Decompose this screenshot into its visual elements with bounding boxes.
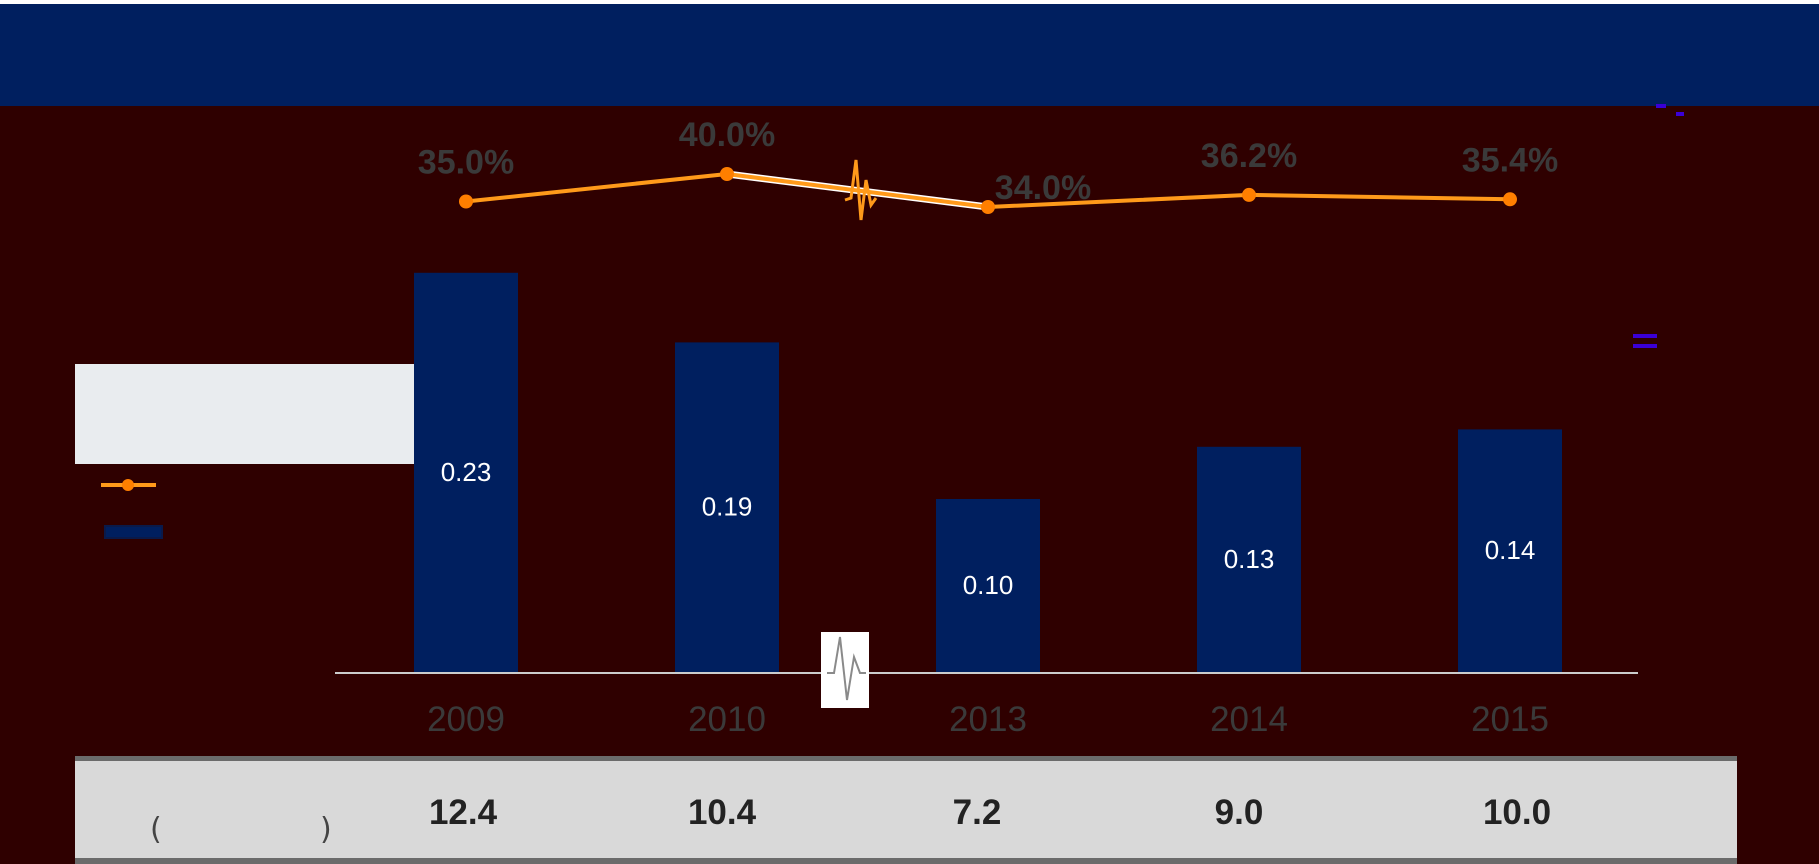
x-tick-label-2010: 2010 xyxy=(688,700,766,739)
table-value-2010: 10.4 xyxy=(688,793,757,832)
legend-glyphs xyxy=(101,479,163,539)
bar-2014 xyxy=(1197,446,1301,673)
table-values-layer: 12.4 10.4 7.2 9.0 10.0 xyxy=(429,793,1551,832)
bar-labels-layer: 0.23 0.19 0.10 0.13 0.14 xyxy=(441,457,1536,600)
table-row-label-open: ( xyxy=(150,812,162,847)
line-break-icon xyxy=(844,159,878,221)
tick-labels-layer: 2009 2010 2013 2014 2015 xyxy=(427,700,1549,739)
bar-2009 xyxy=(414,272,518,673)
line-point-2014 xyxy=(1242,187,1256,202)
table-value-2013: 7.2 xyxy=(953,793,1002,832)
x-tick-label-2013: 2013 xyxy=(949,700,1027,739)
bar-value-label-2010: 0.19 xyxy=(702,492,753,522)
table-value-2014: 9.0 xyxy=(1215,793,1264,832)
line-point-2009 xyxy=(459,194,473,209)
bar-2015 xyxy=(1458,429,1562,673)
x-tick-label-2015: 2015 xyxy=(1471,700,1549,739)
line-point-2010 xyxy=(720,167,734,181)
percent-label-2013: 34.0% xyxy=(995,169,1091,207)
line-point-2013 xyxy=(981,200,995,214)
legend-bar-swatch xyxy=(104,525,163,539)
edge-marks xyxy=(1633,104,1684,348)
line-point-2015 xyxy=(1503,192,1517,207)
table-row-label-close: ) xyxy=(320,812,332,847)
percent-label-2010: 40.0% xyxy=(679,116,775,154)
axis-break-icon xyxy=(821,632,869,708)
data-table-band xyxy=(75,756,1737,864)
top-border xyxy=(0,0,1819,4)
table-value-2015: 10.0 xyxy=(1483,793,1551,832)
bar-value-label-2009: 0.23 xyxy=(441,457,492,487)
bar-value-label-2014: 0.13 xyxy=(1224,544,1275,574)
bars-layer xyxy=(414,272,1562,673)
percent-labels-layer: 35.0% 40.0% 34.0% 36.2% 35.4% xyxy=(418,116,1558,207)
bar-2013 xyxy=(936,499,1040,673)
bar-value-label-2015: 0.14 xyxy=(1485,535,1536,565)
percent-label-2014: 36.2% xyxy=(1201,137,1297,175)
x-tick-label-2014: 2014 xyxy=(1210,700,1288,739)
legend-line-marker xyxy=(122,479,134,491)
x-tick-label-2009: 2009 xyxy=(427,700,505,739)
table-value-2009: 12.4 xyxy=(429,793,498,832)
bar-value-label-2013: 0.10 xyxy=(963,570,1014,600)
percent-label-2015: 35.4% xyxy=(1462,141,1558,179)
legend-panel xyxy=(75,364,415,464)
bar-2010 xyxy=(675,342,779,673)
header-band xyxy=(0,4,1819,106)
percent-label-2009: 35.0% xyxy=(418,144,514,182)
data-table-bottom-border xyxy=(75,858,1737,864)
